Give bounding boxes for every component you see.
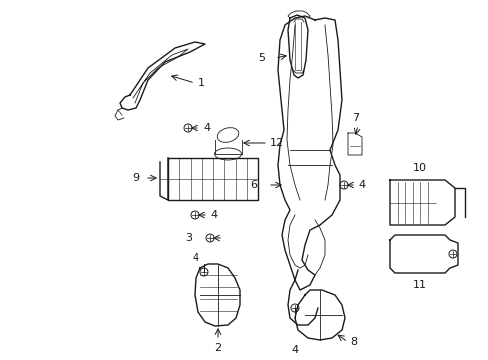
Text: 4: 4 — [193, 253, 199, 263]
Text: 7: 7 — [352, 113, 359, 123]
Text: 9: 9 — [132, 173, 139, 183]
Text: 1: 1 — [198, 78, 204, 88]
Text: 2: 2 — [214, 343, 221, 353]
Text: 4: 4 — [209, 210, 217, 220]
Text: 3: 3 — [184, 233, 192, 243]
Text: 12: 12 — [269, 138, 284, 148]
Text: 5: 5 — [258, 53, 264, 63]
Text: 4: 4 — [357, 180, 365, 190]
Text: 6: 6 — [249, 180, 257, 190]
Text: 11: 11 — [412, 280, 426, 290]
Text: 10: 10 — [412, 163, 426, 173]
Text: 8: 8 — [349, 337, 356, 347]
Text: 4: 4 — [203, 123, 210, 133]
Text: 4: 4 — [291, 345, 298, 355]
